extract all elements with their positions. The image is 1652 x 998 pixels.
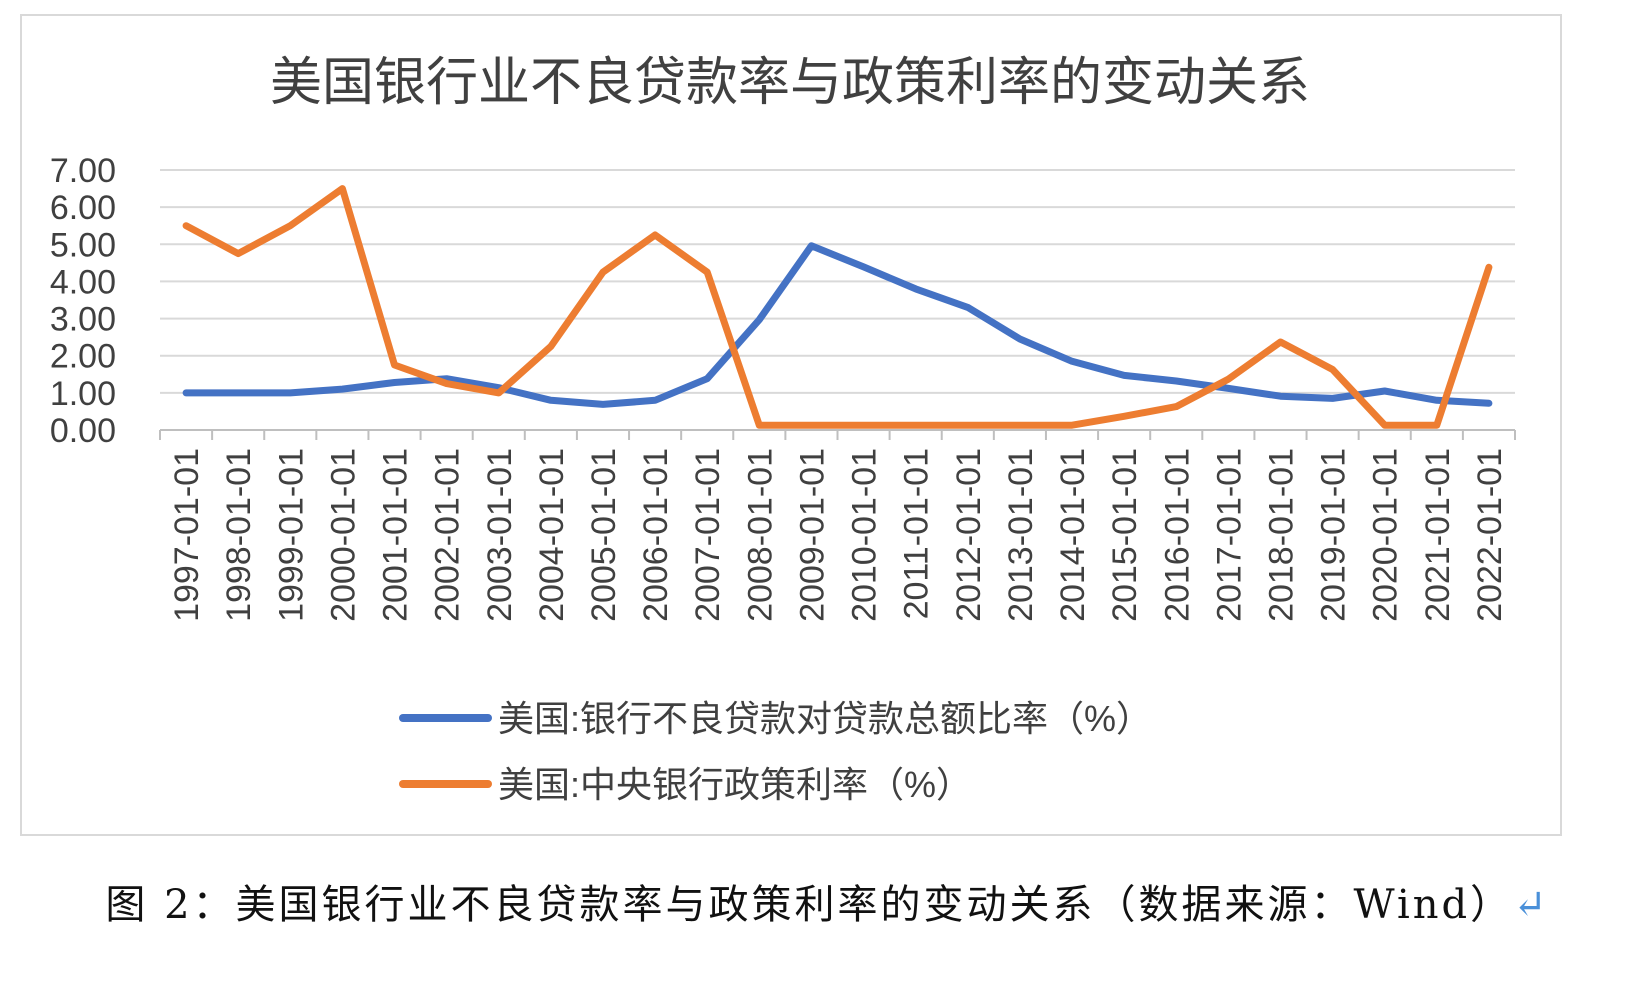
x-tick-label: 2015-01-01: [1106, 448, 1144, 622]
y-tick-label: 2.00: [50, 338, 116, 376]
x-tick-label: 2020-01-01: [1367, 448, 1405, 622]
x-tick-label: 2000-01-01: [324, 448, 362, 622]
x-tick-label: 2001-01-01: [377, 448, 415, 622]
x-tick-label: 2014-01-01: [1054, 448, 1092, 622]
x-tick-label: 2017-01-01: [1210, 448, 1248, 622]
x-tick-label: 2016-01-01: [1158, 448, 1196, 622]
x-tick-label: 2002-01-01: [429, 448, 467, 622]
x-tick-label: 2007-01-01: [689, 448, 727, 622]
x-tick-label: 2018-01-01: [1262, 448, 1300, 622]
series-line: [182, 242, 1493, 408]
y-tick-label: 7.00: [50, 152, 116, 190]
legend: 美国:银行不良贷款对贷款总额比率（%） 美国:中央银行政策利率（%）: [399, 698, 1152, 805]
caption-text: 图 2：美国银行业不良贷款率与政策利率的变动关系（数据来源：Wind）: [105, 882, 1514, 928]
y-tick-label: 0.00: [50, 412, 116, 450]
y-axis: 0.001.002.003.004.005.006.007.00: [50, 152, 116, 450]
x-tick-label: 2021-01-01: [1419, 448, 1457, 622]
series-lines: [182, 185, 1493, 429]
legend-label: 美国:中央银行政策利率（%）: [498, 764, 972, 805]
x-tick-label: 2010-01-01: [846, 448, 884, 622]
x-tick-label: 2008-01-01: [741, 448, 779, 622]
x-tick-label: 2022-01-01: [1471, 448, 1509, 622]
y-tick-label: 4.00: [50, 263, 116, 301]
y-tick-label: 3.00: [50, 301, 116, 339]
legend-label: 美国:银行不良贷款对贷款总额比率（%）: [498, 698, 1152, 739]
y-tick-label: 6.00: [50, 189, 116, 227]
x-axis: 1997-01-01 1998-01-01 1999-01-01 2000-01-01…: [159, 429, 1516, 622]
series-line: [182, 185, 1493, 429]
x-tick-label: 2004-01-01: [533, 448, 571, 622]
x-tick-label: 1999-01-01: [272, 448, 310, 622]
return-mark-icon: ↵: [1513, 882, 1547, 928]
x-tick-label: 2005-01-01: [585, 448, 623, 622]
x-tick-label: 2013-01-01: [1002, 448, 1040, 622]
x-tick-label: 2019-01-01: [1315, 448, 1353, 622]
x-tick-label: 2003-01-01: [481, 448, 519, 622]
x-tick-label: 2009-01-01: [793, 448, 831, 622]
y-tick-label: 1.00: [50, 375, 116, 413]
x-tick-label: 1997-01-01: [168, 448, 206, 622]
gridlines: [160, 169, 1515, 394]
x-tick-label: 2006-01-01: [637, 448, 675, 622]
line-chart: 美国银行业不良贷款率与政策利率的变动关系 0.001.002.003.004.0…: [50, 54, 1516, 805]
y-tick-label: 5.00: [50, 226, 116, 264]
x-tick-label: 1998-01-01: [220, 448, 258, 622]
x-tick-label: 2012-01-01: [950, 448, 988, 622]
figure-caption: 图 2：美国银行业不良贷款率与政策利率的变动关系（数据来源：Wind）↵: [0, 872, 1652, 930]
x-tick-label: 2011-01-01: [898, 448, 936, 619]
chart-title: 美国银行业不良贷款率与政策利率的变动关系: [270, 54, 1310, 112]
